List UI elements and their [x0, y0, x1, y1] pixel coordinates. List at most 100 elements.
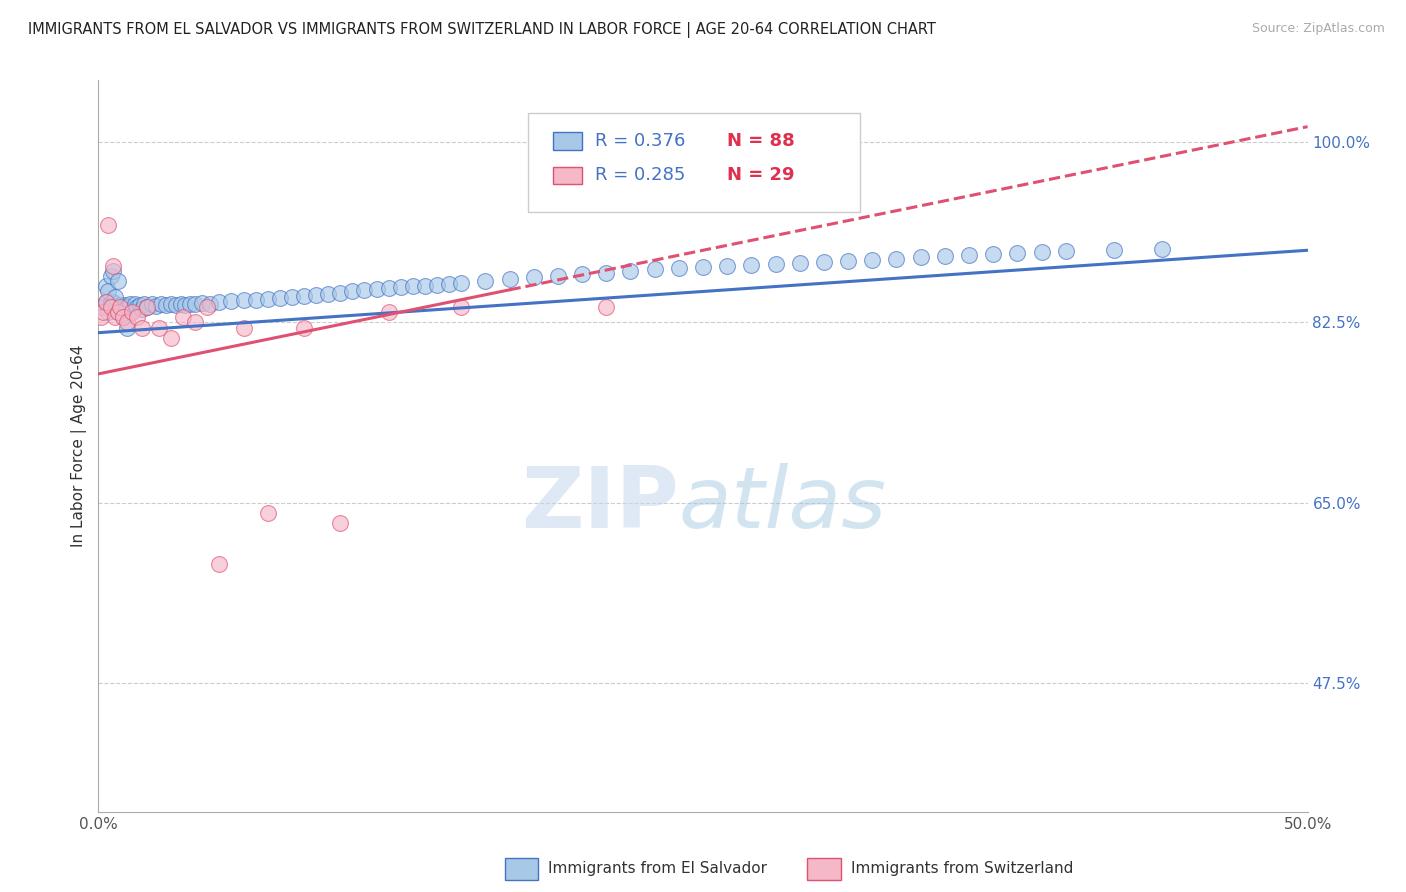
Point — [934, 249, 956, 263]
Point — [498, 272, 520, 286]
Point — [117, 320, 139, 334]
Point — [131, 320, 153, 334]
Point — [450, 277, 472, 291]
Text: R = 0.285: R = 0.285 — [595, 167, 686, 185]
Point — [256, 506, 278, 520]
Point — [668, 260, 690, 275]
Point — [90, 310, 112, 325]
Point — [910, 251, 932, 265]
Point — [740, 258, 762, 272]
Point — [104, 290, 127, 304]
Point — [377, 281, 399, 295]
Point — [97, 285, 120, 299]
Point — [813, 254, 835, 268]
Point — [100, 294, 122, 309]
Point — [179, 297, 201, 311]
Point — [101, 264, 124, 278]
Point — [860, 252, 883, 267]
Point — [232, 293, 254, 307]
Point — [118, 297, 141, 311]
Point — [90, 300, 112, 314]
Point — [1152, 242, 1174, 256]
Point — [716, 259, 738, 273]
Text: Source: ZipAtlas.com: Source: ZipAtlas.com — [1251, 22, 1385, 36]
Y-axis label: In Labor Force | Age 20-64: In Labor Force | Age 20-64 — [72, 345, 87, 547]
Point — [329, 516, 352, 531]
Point — [127, 300, 149, 314]
Point — [150, 297, 173, 311]
Point — [426, 278, 449, 293]
Point — [837, 253, 859, 268]
Text: N = 29: N = 29 — [727, 167, 794, 185]
Point — [135, 300, 157, 314]
Point — [108, 300, 131, 314]
Point — [124, 297, 146, 311]
Point — [184, 297, 207, 311]
Point — [644, 261, 666, 276]
Point — [474, 274, 496, 288]
Point — [595, 266, 617, 280]
Point — [91, 305, 114, 319]
Point — [117, 300, 139, 314]
Point — [91, 300, 114, 314]
Point — [172, 310, 194, 325]
Point — [107, 305, 129, 319]
Text: ZIP: ZIP — [522, 463, 679, 546]
Point — [1031, 245, 1053, 260]
Point — [221, 293, 243, 308]
Point — [114, 298, 136, 312]
Point — [148, 320, 170, 334]
Text: IMMIGRANTS FROM EL SALVADOR VS IMMIGRANTS FROM SWITZERLAND IN LABOR FORCE | AGE : IMMIGRANTS FROM EL SALVADOR VS IMMIGRANT… — [28, 22, 936, 38]
Point — [108, 298, 131, 312]
Point — [111, 310, 134, 325]
Point — [127, 310, 149, 325]
FancyBboxPatch shape — [553, 132, 582, 150]
Point — [377, 305, 399, 319]
Point — [107, 305, 129, 319]
Point — [191, 295, 214, 310]
Point — [104, 310, 127, 325]
Point — [329, 285, 352, 300]
FancyBboxPatch shape — [527, 113, 860, 212]
Point — [111, 301, 134, 316]
Point — [169, 297, 191, 311]
Point — [97, 218, 120, 232]
Point — [547, 268, 569, 283]
Point — [316, 286, 339, 301]
Point — [366, 282, 388, 296]
Point — [498, 887, 520, 892]
Point — [195, 300, 218, 314]
Text: Immigrants from Switzerland: Immigrants from Switzerland — [851, 862, 1073, 876]
Point — [165, 298, 187, 312]
Point — [101, 294, 124, 309]
Point — [1054, 244, 1077, 259]
Point — [281, 290, 304, 304]
Point — [184, 315, 207, 329]
Point — [305, 287, 328, 301]
Text: N = 88: N = 88 — [727, 132, 794, 150]
Point — [269, 291, 291, 305]
Point — [208, 294, 231, 309]
Point — [957, 248, 980, 262]
Point — [292, 320, 315, 334]
Point — [141, 297, 163, 311]
Point — [160, 297, 183, 311]
Text: R = 0.376: R = 0.376 — [595, 132, 686, 150]
Point — [342, 285, 364, 299]
Point — [981, 247, 1004, 261]
Point — [145, 299, 167, 313]
Point — [1102, 244, 1125, 258]
Point — [1007, 246, 1029, 260]
Point — [595, 300, 617, 314]
Point — [174, 298, 197, 312]
Point — [128, 298, 150, 312]
Point — [256, 292, 278, 306]
Point — [413, 279, 436, 293]
Point — [765, 257, 787, 271]
Point — [131, 301, 153, 316]
Point — [198, 297, 221, 311]
Point — [107, 274, 129, 288]
Point — [402, 279, 425, 293]
Point — [571, 267, 593, 281]
Point — [100, 300, 122, 314]
